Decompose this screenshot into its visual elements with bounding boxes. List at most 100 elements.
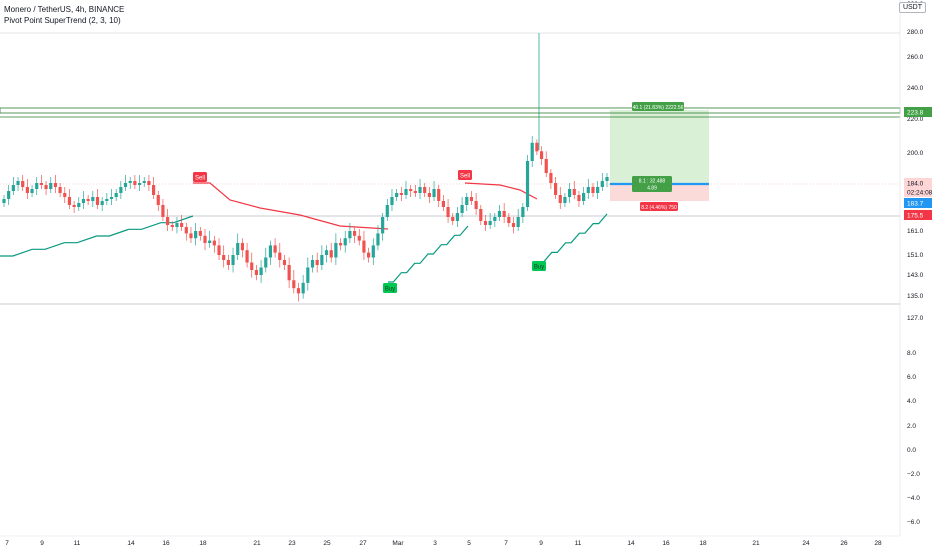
candle-body	[483, 221, 488, 225]
price-axis[interactable]: 280.0 260.0 240.0 220.0 200.0 161.0 151.0 143.0…	[899, 0, 932, 536]
stop-label: 8.2 (4.46%) 750	[641, 205, 677, 211]
candle-body	[35, 183, 39, 189]
candle-body	[376, 233, 380, 246]
candle-body	[409, 189, 413, 191]
currency-button[interactable]: USDT	[898, 2, 926, 13]
candle-body	[39, 183, 43, 185]
candle-body	[133, 181, 137, 185]
time-tick-label: 9	[40, 540, 44, 547]
candle-body	[105, 199, 109, 201]
candle-body	[437, 189, 441, 201]
target-zone	[610, 110, 709, 184]
time-axis[interactable]: 7 9 11 14 16 18 21 23 25 27 Mar 3 5 7 9 11 14 16 18 21 24 26 2…	[0, 535, 900, 547]
time-tick-label: 7	[504, 540, 508, 547]
candle-body	[460, 205, 464, 213]
candle-body	[123, 183, 128, 187]
price-tick-label: −6.0	[907, 519, 920, 526]
candle-body	[413, 191, 417, 193]
candle-body	[596, 187, 600, 193]
price-label-last: 184.0	[907, 180, 924, 187]
time-tick-label: 7	[5, 540, 9, 547]
candle-body	[381, 217, 385, 234]
candle-body	[488, 221, 492, 225]
candle-body	[16, 181, 20, 185]
chart-grid	[0, 32, 900, 305]
time-tick-label: 11	[575, 540, 582, 547]
resistance-band	[0, 107, 901, 114]
price-tick-label: 200.0	[907, 150, 924, 157]
candle-body	[586, 187, 590, 193]
price-tick-label: 220.0	[907, 116, 924, 123]
indicator-title[interactable]: Pivot Point SuperTrend (2, 3, 10)	[4, 16, 121, 25]
signal-sell-label: Sell	[195, 175, 205, 181]
price-tick-label: 135.0	[907, 293, 924, 300]
time-tick-label: 18	[199, 540, 207, 547]
candle-body	[301, 282, 305, 294]
price-tick-label: 6.0	[907, 374, 916, 381]
candle-body	[44, 185, 48, 189]
candle-body	[315, 260, 319, 265]
candle-body	[161, 205, 165, 217]
candle-body	[544, 159, 548, 173]
candle-body	[77, 203, 81, 207]
candle-body	[474, 201, 478, 209]
candle-body	[268, 245, 273, 258]
time-tick-label: 3	[433, 540, 437, 547]
price-label-countdown: 02:24:08	[907, 189, 932, 196]
price-label-level: 223.8	[907, 109, 924, 116]
price-tick-label: 151.0	[907, 252, 924, 259]
price-label-last-bg	[904, 178, 932, 188]
candle-body	[287, 265, 291, 281]
candle-body	[390, 197, 394, 205]
candle-body	[156, 195, 160, 205]
candle-body	[180, 223, 184, 227]
price-tick-label: 143.0	[907, 272, 924, 279]
candle-body	[371, 245, 375, 258]
price-tick-label: 2.0	[907, 423, 916, 430]
candle-body	[222, 255, 226, 260]
candle-body	[119, 187, 123, 193]
candle-body	[469, 197, 474, 201]
entry-label-2: 4.89	[647, 186, 657, 192]
price-label-countdown-bg	[904, 187, 932, 197]
candle-body	[502, 211, 506, 217]
time-tick-label: 18	[699, 540, 707, 547]
candle-body	[479, 209, 483, 221]
candle-body	[493, 217, 497, 221]
candle-body	[605, 177, 609, 181]
supertrend-support-3	[538, 213, 608, 263]
candle-body	[137, 183, 142, 185]
horizontal-levels	[0, 107, 901, 118]
candle-body	[329, 250, 333, 258]
candle-body	[175, 223, 179, 227]
candle-body	[418, 187, 422, 193]
candle-body	[212, 240, 216, 246]
candle-body	[25, 187, 29, 193]
candle-body	[58, 187, 62, 193]
candle-body	[11, 185, 15, 191]
candle-body	[240, 243, 244, 251]
signal-buy-badge	[532, 261, 546, 271]
candle-body	[114, 193, 118, 197]
time-tick-label: 27	[359, 540, 367, 547]
candle-body	[310, 260, 315, 268]
price-tick-label: −4.0	[907, 495, 920, 502]
candle-body	[53, 183, 58, 187]
chart-legend: Monero / TetherUS, 4h, BINANCE Pivot Poi…	[4, 4, 124, 26]
candle-body	[324, 250, 329, 255]
signal-sell-badge	[458, 170, 472, 180]
symbol-title[interactable]: Monero / TetherUS, 4h, BINANCE	[4, 5, 125, 14]
candle-body	[572, 189, 576, 195]
candle-body	[582, 193, 586, 201]
signal-buy-label: Buy	[534, 264, 544, 270]
candle-body	[95, 197, 100, 205]
time-tick-label: 9	[539, 540, 543, 547]
candle-body	[81, 199, 86, 203]
candle-body	[30, 189, 34, 193]
price-tick-label: 280.0	[907, 29, 924, 36]
candle-body	[591, 187, 595, 193]
candle-body	[497, 211, 502, 217]
time-tick-label: 14	[627, 540, 635, 547]
candle-body	[530, 142, 534, 161]
